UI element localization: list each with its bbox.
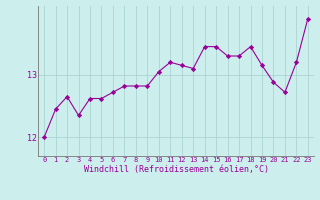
X-axis label: Windchill (Refroidissement éolien,°C): Windchill (Refroidissement éolien,°C) (84, 165, 268, 174)
